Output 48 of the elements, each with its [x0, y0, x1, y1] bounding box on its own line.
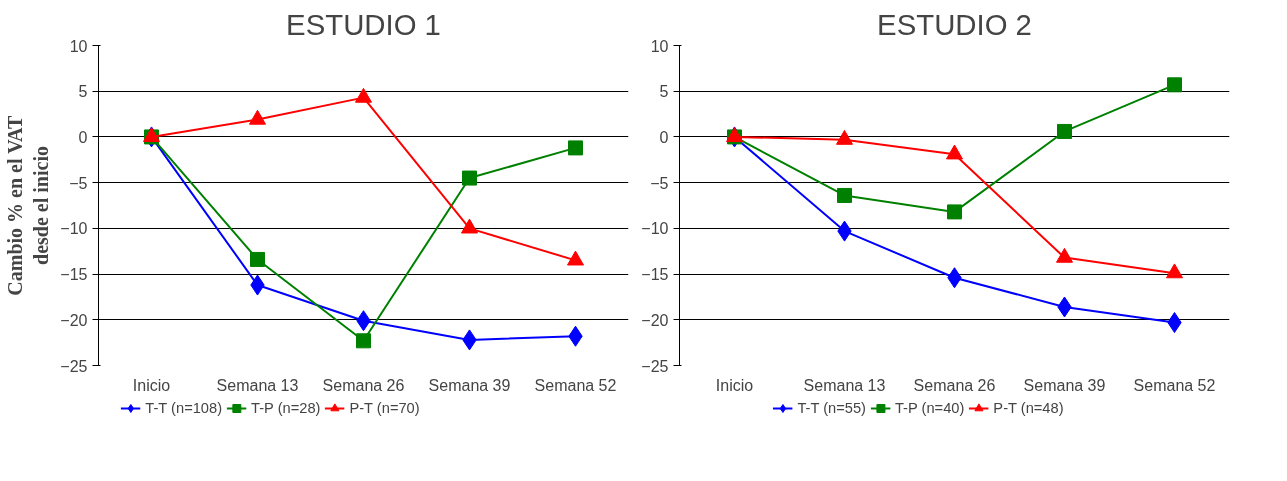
legend-label: T-P (n=40) [894, 400, 965, 416]
y-tick-label: 5 [659, 83, 669, 101]
chart-title: ESTUDIO 2 [877, 7, 1032, 41]
y-tick-label: 5 [78, 83, 88, 101]
legend-label: T-T (n=108) [145, 400, 223, 416]
legend-label: P-T (n=70) [349, 400, 420, 416]
x-tick-label: Semana 26 [913, 376, 996, 394]
x-tick-label: Inicio [715, 376, 754, 394]
point [837, 187, 852, 203]
x-tick-label: Semana 39 [428, 376, 511, 394]
x-tick-label: Semana 39 [1023, 376, 1106, 394]
point [567, 250, 584, 266]
x-tick-label: Semana 13 [803, 376, 886, 394]
point [249, 109, 266, 125]
point [461, 218, 478, 234]
y-tick-label: 10 [69, 37, 88, 55]
y-tick-label: −20 [641, 311, 669, 329]
legend-label: T-T (n=55) [797, 400, 866, 416]
y-tick-label: −5 [650, 174, 669, 192]
point [1167, 77, 1182, 93]
point [250, 251, 265, 267]
legend-label: P-T (n=48) [993, 400, 1064, 416]
y-tick-label: 10 [650, 37, 669, 55]
x-tick-label: Semana 13 [216, 376, 299, 394]
y-tick-label: −15 [641, 266, 669, 284]
y-tick-label: 0 [659, 128, 669, 146]
y-tick-label: −20 [60, 311, 88, 329]
x-tick-label: Semana 52 [534, 376, 617, 394]
y-axis-title: Cambio % en el VAT desde el inicio [3, 115, 53, 296]
point [1057, 123, 1072, 139]
chart-title: ESTUDIO 1 [286, 7, 441, 41]
y-tick-label: −10 [60, 220, 88, 238]
point [947, 204, 962, 220]
y-tick-label: −15 [60, 266, 88, 284]
x-tick-label: Semana 26 [322, 376, 405, 394]
y-tick-label: −10 [641, 220, 669, 238]
point [568, 140, 583, 156]
point [355, 87, 372, 103]
x-tick-label: Semana 52 [1133, 376, 1216, 394]
y-tick-label: 0 [78, 128, 88, 146]
point [356, 333, 371, 349]
y-tick-label: −25 [60, 357, 88, 375]
y-tick-label: −5 [69, 174, 88, 192]
legend-label: T-P (n=28) [251, 400, 321, 416]
y-tick-label: −25 [641, 357, 669, 375]
point [946, 144, 963, 160]
point [462, 170, 477, 186]
x-tick-label: Inicio [132, 376, 171, 394]
